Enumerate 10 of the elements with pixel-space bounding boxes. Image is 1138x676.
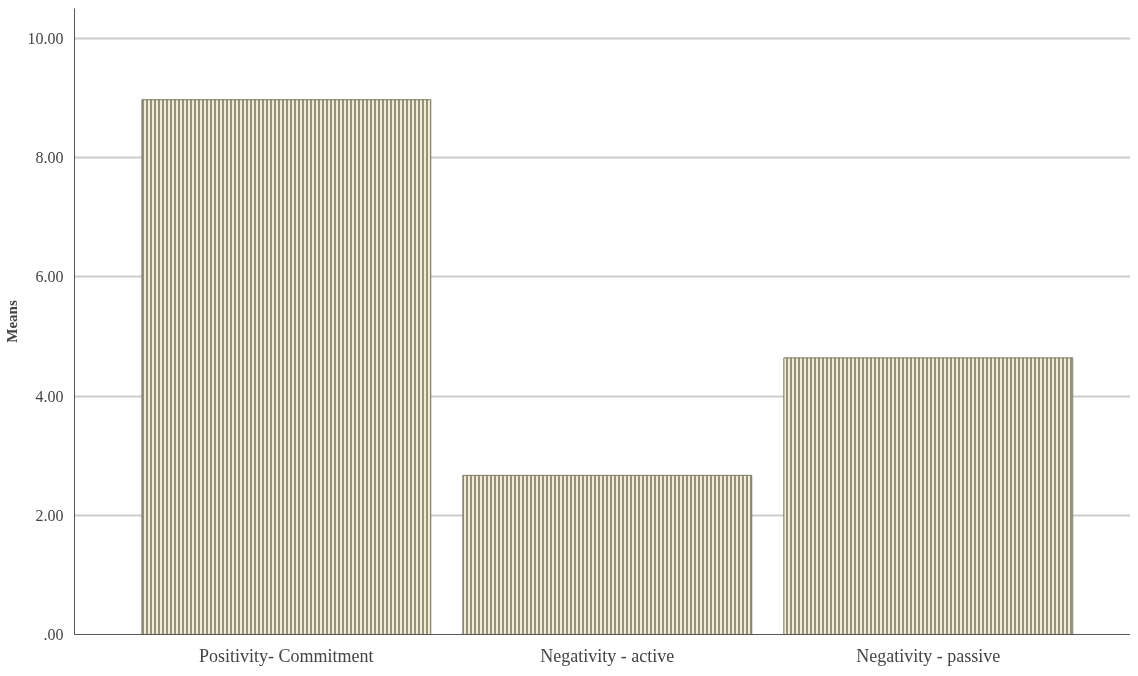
y-tick-label: 10.00 (27, 29, 64, 47)
x-tick-label: Negativity - passive (856, 645, 1001, 666)
x-tick-label: Positivity- Commitment (199, 645, 374, 666)
x-tick-label: Negativity - active (540, 645, 675, 666)
y-tick-label: 6.00 (35, 268, 64, 286)
y-tick-label: 2.00 (35, 506, 64, 524)
y-axis-title: Means (3, 300, 20, 343)
y-tick-label: 8.00 (35, 149, 64, 167)
y-tick-label: 4.00 (35, 387, 64, 405)
y-tick-label: .00 (43, 626, 64, 643)
